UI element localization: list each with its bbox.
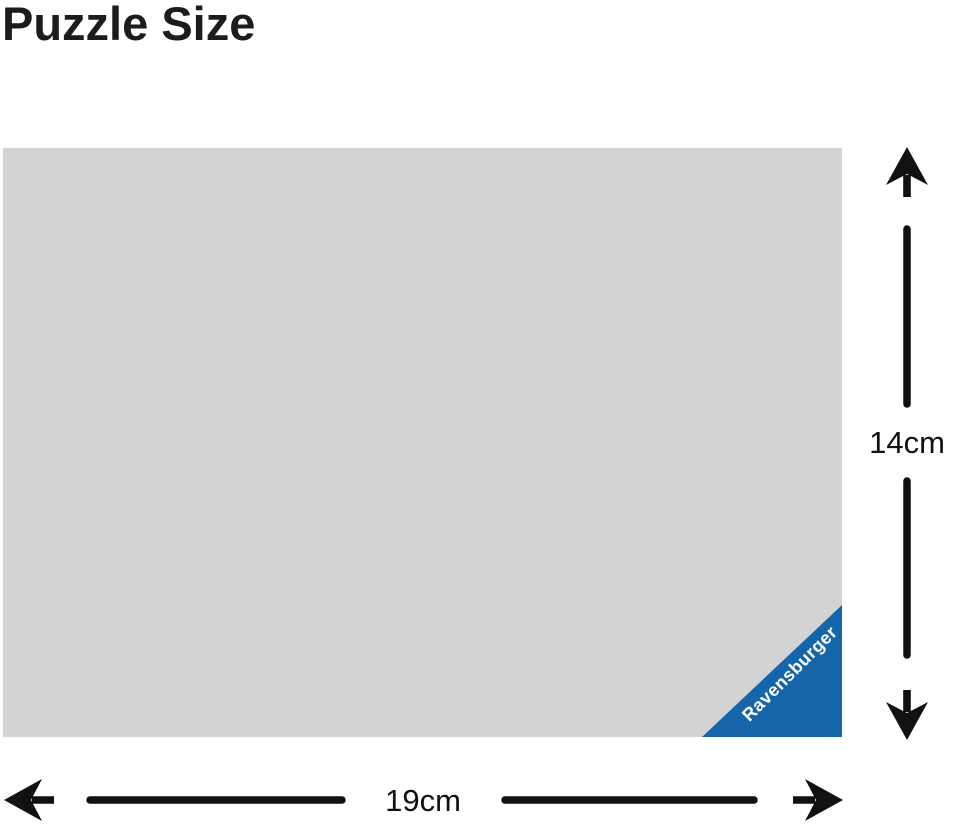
brand-corner-triangle	[702, 605, 842, 737]
arrow-up-icon	[886, 147, 928, 197]
puzzle-rectangle	[3, 148, 842, 737]
height-dimension-label: 14cm	[869, 425, 945, 460]
arrow-left-icon	[4, 779, 54, 821]
width-dimension-label: 19cm	[385, 783, 461, 818]
page-title: Puzzle Size	[2, 0, 256, 50]
brand-triangle-shape	[702, 605, 842, 737]
arrow-down-icon	[886, 690, 928, 740]
arrow-right-icon	[793, 779, 843, 821]
